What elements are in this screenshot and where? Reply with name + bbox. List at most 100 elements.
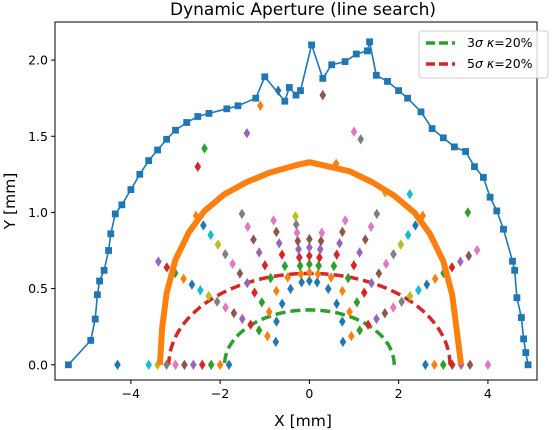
diamond-point [172,359,179,370]
y-tick-label: 2.0 [28,53,48,68]
aperture-point [96,277,103,285]
aperture-point [94,291,101,299]
diamond-point [244,221,252,232]
legend-label-3sigma-kappa: κ [487,35,495,50]
diamond-point [236,268,244,279]
diamond-point [333,249,341,260]
aperture-point [500,225,507,233]
diamond-point [255,247,263,258]
aperture-point [297,87,304,94]
diamond-point [389,302,397,313]
diamond-point [181,359,188,370]
diamond-point [317,235,325,247]
diamond-point [238,313,246,325]
diamond-point [466,359,474,370]
legend-label-3sigma: 3σ κ=20% [467,35,533,50]
aperture-point [471,163,478,171]
y-axis-ticks: 0.0 0.5 1.0 1.5 2.0 [28,53,55,372]
diamond-point [448,359,456,370]
aperture-point [451,143,458,151]
diamond-point [243,128,251,139]
diamond-point [229,258,236,270]
diamond-point [367,221,375,232]
diamond-point [154,359,161,370]
diamond-point [306,242,313,253]
diamond-point [284,272,291,283]
diamond-point [267,272,274,284]
diamond-point [353,297,361,308]
aperture-point [163,135,170,143]
y-tick-label: 0.5 [28,281,48,296]
y-tick-label: 0.0 [28,357,48,372]
legend-label-5sigma: 5σ κ=20% [467,56,533,71]
aperture-point [234,102,242,110]
diamond-point [155,256,162,267]
diamond-point [298,277,305,288]
aperture-point [524,361,532,369]
diamond-point [287,283,294,295]
aperture-point [111,210,119,218]
fit-line [156,159,465,366]
aperture-point [372,71,380,79]
x-axis-label: X [mm] [274,412,332,430]
aperture-point [522,349,530,356]
diamond-point [205,290,213,302]
diamond-point [348,330,355,342]
aperture-point [105,247,112,254]
diamond-point [404,229,412,241]
diamond-point [344,272,352,284]
y-tick-label: 1.0 [28,205,48,220]
diamond-point [198,359,206,370]
diamond-point [294,235,302,247]
diamond-point [350,260,358,271]
diamond-point [316,244,324,255]
diamond-point [464,207,472,218]
aperture-point [252,94,260,102]
y-axis-label: Y [mm] [1,173,19,231]
diamond-point [346,306,353,318]
ellipse-5sigma [167,271,452,365]
diamond-point [114,359,121,370]
diamond-point [406,188,414,200]
aperture-point [127,186,135,193]
diamond-point [243,277,251,289]
x-axis-ticks: −4 −2 0 2 4 [122,380,492,401]
diamond-point [319,89,327,101]
aperture-point [493,207,501,215]
diamond-point [333,298,340,309]
aperture-point [65,361,72,369]
aperture-point [511,266,519,274]
aperture-point [87,337,95,344]
diamond-point [412,220,419,231]
diamond-point [188,279,196,290]
diamond-point [314,268,322,280]
diamond-point [292,211,299,222]
diamond-point [324,283,332,295]
diamond-point [339,336,347,348]
diamond-point [313,277,321,288]
diamond-point [163,262,171,273]
aperture-point [285,84,293,91]
aperture-point [172,126,179,134]
aperture-point [384,78,391,85]
diamond-point [270,215,277,226]
aperture-point [292,91,300,99]
diamond-point [273,316,280,327]
diamond-point [356,247,363,258]
diamond-point [306,275,313,287]
chart-title: Dynamic Aperture (line search) [170,0,436,20]
diamond-point [255,325,263,336]
aperture-point [100,266,108,274]
aperture-point [352,50,360,58]
diamond-point [339,226,346,238]
diamond-point [397,239,405,250]
diamond-point [194,161,202,172]
diamond-point [306,233,313,245]
diamond-point [368,277,375,289]
aperture-point [341,58,349,65]
aperture-point [328,61,336,69]
diamond-point [422,359,429,370]
diamond-point [264,330,271,342]
diamond-point [200,220,207,231]
aperture-point [486,193,494,201]
